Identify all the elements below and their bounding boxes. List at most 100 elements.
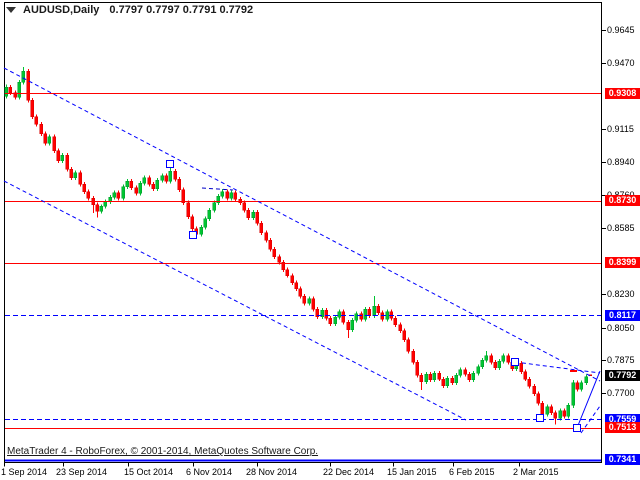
price-axis-label: 0.8940 [607,156,635,167]
price-axis-label: 0.8760 [607,190,640,200]
candle-body [264,232,268,241]
candle-body [199,226,203,235]
candle-body [398,324,402,331]
price-level-badge: 0.9308 [605,87,640,99]
candle-body [328,318,332,325]
candle-body [56,150,60,162]
channel-lower-line[interactable] [3,180,467,421]
candle-body [575,382,579,390]
candle-body [584,376,588,383]
selection-handle-marker[interactable] [511,358,519,366]
minor-resistance-segment[interactable] [201,187,234,191]
candle-body [406,339,410,352]
candle-body [26,71,30,101]
candle-body [506,355,510,363]
candle-body [82,183,86,192]
candle-body [272,249,276,258]
candle-body [489,355,493,363]
candle-body [294,282,298,289]
candle-body [376,306,380,314]
selection-handle-marker[interactable] [573,424,581,432]
candle-body [545,406,549,415]
candle-body [467,374,471,381]
price-axis-label: 0.8230 [607,289,635,300]
selection-handle-marker[interactable] [536,414,544,422]
candle-body [454,375,458,383]
candle-body [480,360,484,368]
candle-body [220,191,224,197]
symbol-timeframe-label: AUDUSD,Daily [23,4,100,16]
selection-handle-marker[interactable] [166,160,174,168]
candle-body [523,371,527,380]
candle-body [233,192,237,200]
candle-body [372,306,376,316]
candle-body [212,202,216,211]
candle-body [337,311,341,318]
price-level-badge: 0.8730 [605,195,640,207]
candle-body [359,313,363,320]
candle-body [138,182,142,194]
candle-body [60,154,64,162]
candle-body [302,295,306,304]
candle-body [142,177,146,184]
ohlc-quote-label: 0.7797 0.7797 0.7791 0.7792 [109,4,254,16]
candle-body [39,124,43,135]
candle-body [277,256,281,263]
projection-line[interactable] [576,370,601,429]
candle-body [307,298,311,304]
channel-upper-line[interactable] [3,67,601,382]
candle-body [225,191,229,199]
candle-body [78,172,82,185]
candle-body [242,202,246,211]
candle-body [346,321,350,330]
candle-body [519,362,523,372]
candle-body [527,378,531,387]
candle-body [17,82,21,98]
candle-body [437,373,441,380]
candle-body [168,170,172,182]
candle-body [493,361,497,369]
price-level-badge: 0.8399 [605,257,640,269]
candle-body [52,136,56,151]
price-axis-label: 0.9470 [607,57,635,68]
selection-handle-marker[interactable] [189,231,197,239]
date-axis-label: 1 Sep 2014 [1,467,48,477]
candle-body [532,386,536,395]
candle-body [121,186,125,199]
candle-body [450,377,454,383]
candle-body [501,355,505,362]
candle-body [155,180,159,190]
price-axis-label: 0.9645 [607,25,635,36]
candle-body [553,412,557,419]
candle-body [393,318,397,326]
candle-body [173,170,177,180]
candle-body [324,309,328,319]
candle-body [471,373,475,381]
candle-body [285,269,289,276]
candle-body [354,313,358,321]
date-axis-label: 22 Dec 2014 [323,467,375,477]
candle-body [428,374,432,381]
plot-border [4,2,602,463]
date-axis-label: 15 Oct 2014 [124,467,174,477]
candle-body [112,192,116,198]
candle-body [160,175,164,181]
projection-guide[interactable] [580,405,601,434]
candle-body [320,309,324,317]
candle-body [47,136,51,144]
candle-body [86,191,90,199]
price-level-badge: 0.7559 [605,413,640,425]
swing-trendline[interactable] [514,361,601,374]
candle-body [65,154,69,170]
candle-body [350,320,354,330]
candle-body [268,239,272,250]
date-axis-label: 15 Jan 2015 [387,467,437,477]
candle-body [151,183,155,190]
date-axis-label: 6 Feb 2015 [449,467,495,477]
candle-body [536,393,540,404]
symbol-dropdown-icon[interactable] [6,7,16,13]
candle-body [95,204,99,212]
candle-body [463,369,467,375]
